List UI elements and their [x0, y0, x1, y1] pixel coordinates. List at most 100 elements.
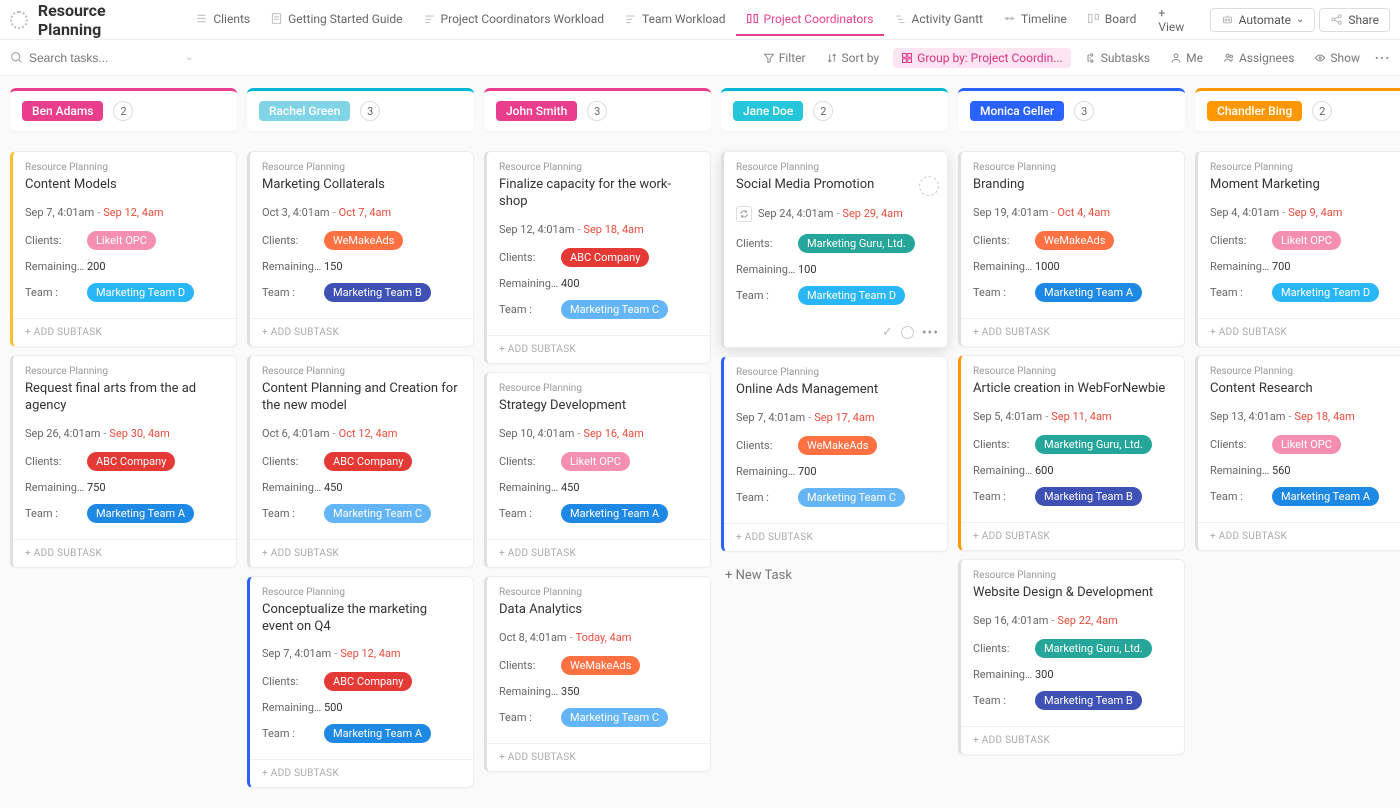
- add-subtask-button[interactable]: + ADD SUBTASK: [1198, 522, 1400, 550]
- assignee-placeholder[interactable]: [919, 176, 939, 196]
- tab-team-workload[interactable]: Team Workload: [614, 4, 735, 36]
- client-tag[interactable]: WeMakeAds: [324, 231, 403, 250]
- client-tag[interactable]: Marketing Guru, Ltd.: [1035, 435, 1152, 454]
- assignees-button[interactable]: Assignees: [1217, 48, 1300, 68]
- team-tag[interactable]: Marketing Team C: [324, 504, 431, 523]
- share-button[interactable]: Share: [1319, 8, 1390, 32]
- add-subtask-button[interactable]: + ADD SUBTASK: [961, 726, 1184, 754]
- task-card[interactable]: Resource Planning Moment Marketing Sep 4…: [1195, 151, 1400, 347]
- remaining-label: Remaining ...: [1210, 260, 1272, 273]
- tab-label: Project Coordinators Workload: [441, 12, 604, 26]
- tab-clients[interactable]: Clients: [185, 4, 260, 36]
- team-tag[interactable]: Marketing Team B: [1035, 487, 1142, 506]
- add-subtask-button[interactable]: + ADD SUBTASK: [250, 539, 473, 567]
- more-button[interactable]: ⋯: [1374, 48, 1390, 67]
- team-tag[interactable]: Marketing Team B: [324, 283, 431, 302]
- add-subtask-button[interactable]: + ADD SUBTASK: [250, 318, 473, 346]
- column-header[interactable]: Jane Doe 2: [721, 88, 948, 131]
- team-tag[interactable]: Marketing Team C: [561, 300, 668, 319]
- add-subtask-button[interactable]: + ADD SUBTASK: [13, 318, 236, 346]
- add-subtask-button[interactable]: + ADD SUBTASK: [487, 539, 710, 567]
- team-tag[interactable]: Marketing Team A: [561, 504, 668, 523]
- column-header[interactable]: Ben Adams 2: [10, 88, 237, 131]
- team-tag[interactable]: Marketing Team B: [1035, 691, 1142, 710]
- task-card[interactable]: Resource Planning Conceptualize the mark…: [247, 576, 474, 789]
- task-card[interactable]: Resource Planning Content Research Sep 1…: [1195, 355, 1400, 551]
- task-card[interactable]: Resource Planning Data Analytics Oct 8, …: [484, 576, 711, 772]
- clients-label: Clients:: [736, 439, 798, 452]
- client-tag[interactable]: LikeIt OPC: [1272, 435, 1341, 454]
- add-subtask-button[interactable]: + ADD SUBTASK: [961, 318, 1184, 346]
- tab-activity-gantt[interactable]: Activity Gantt: [884, 4, 993, 36]
- task-card[interactable]: Resource Planning Finalize capacity for …: [484, 151, 711, 364]
- column-header[interactable]: Rachel Green 3: [247, 88, 474, 131]
- client-tag[interactable]: LikeIt OPC: [561, 452, 630, 471]
- sortby-button[interactable]: Sort by: [820, 48, 886, 68]
- search-input[interactable]: [29, 51, 179, 65]
- team-tag[interactable]: Marketing Team A: [324, 724, 431, 743]
- task-card[interactable]: Resource Planning Marketing Collaterals …: [247, 151, 474, 347]
- groupby-button[interactable]: Group by: Project Coordin...: [893, 48, 1071, 68]
- add-subtask-button[interactable]: + ADD SUBTASK: [13, 539, 236, 567]
- remaining-label: Remaining ...: [499, 277, 561, 290]
- check-icon[interactable]: ✓: [882, 325, 893, 340]
- task-card[interactable]: Resource Planning Social Media Promotion…: [721, 151, 948, 348]
- more-icon[interactable]: •••: [922, 325, 939, 341]
- add-subtask-button[interactable]: + ADD SUBTASK: [1198, 318, 1400, 346]
- subtasks-button[interactable]: Subtasks: [1079, 48, 1156, 68]
- tab-project-coordinators[interactable]: Project Coordinators: [736, 4, 884, 36]
- client-tag[interactable]: Marketing Guru, Ltd.: [798, 234, 915, 253]
- add-subtask-button[interactable]: + ADD SUBTASK: [487, 743, 710, 771]
- client-tag[interactable]: ABC Company: [324, 452, 412, 471]
- team-tag[interactable]: Marketing Team D: [798, 286, 905, 305]
- tab-getting-started-guide[interactable]: Getting Started Guide: [260, 4, 412, 36]
- remaining-label: Remaining ...: [25, 260, 87, 273]
- column-header[interactable]: Chandler Bing 2: [1195, 88, 1400, 131]
- client-tag[interactable]: ABC Company: [561, 248, 649, 267]
- add-view-button[interactable]: + View: [1150, 2, 1201, 38]
- team-tag[interactable]: Marketing Team A: [87, 504, 194, 523]
- tab-icon: [1003, 12, 1016, 25]
- filter-button[interactable]: Filter: [757, 48, 812, 68]
- tab-project-coordinators-workload[interactable]: Project Coordinators Workload: [413, 4, 614, 36]
- column-header[interactable]: Monica Geller 3: [958, 88, 1185, 131]
- team-tag[interactable]: Marketing Team C: [798, 488, 905, 507]
- client-tag[interactable]: LikeIt OPC: [87, 231, 156, 250]
- task-card[interactable]: Resource Planning Website Design & Devel…: [958, 559, 1185, 755]
- remaining-label: Remaining ...: [736, 465, 798, 478]
- client-tag[interactable]: ABC Company: [87, 452, 175, 471]
- task-card[interactable]: Resource Planning Branding Sep 19, 4:01a…: [958, 151, 1185, 347]
- add-subtask-button[interactable]: + ADD SUBTASK: [961, 522, 1184, 550]
- add-subtask-button[interactable]: + ADD SUBTASK: [487, 335, 710, 363]
- client-tag[interactable]: WeMakeAds: [561, 656, 640, 675]
- task-card[interactable]: Resource Planning Article creation in We…: [958, 355, 1185, 551]
- add-subtask-button[interactable]: + ADD SUBTASK: [724, 523, 947, 551]
- task-card[interactable]: Resource Planning Content Models Sep 7, …: [10, 151, 237, 347]
- client-tag[interactable]: Marketing Guru, Ltd.: [1035, 639, 1152, 658]
- team-tag[interactable]: Marketing Team D: [87, 283, 194, 302]
- chevron-down-icon[interactable]: ⌄: [185, 52, 193, 63]
- task-card[interactable]: Resource Planning Strategy Development S…: [484, 372, 711, 568]
- column-header[interactable]: John Smith 3: [484, 88, 711, 131]
- tab-timeline[interactable]: Timeline: [993, 4, 1077, 36]
- client-tag[interactable]: WeMakeAds: [798, 436, 877, 455]
- client-tag[interactable]: LikeIt OPC: [1272, 231, 1341, 250]
- team-tag[interactable]: Marketing Team C: [561, 708, 668, 727]
- task-card[interactable]: Resource Planning Request final arts fro…: [10, 355, 237, 568]
- team-tag[interactable]: Marketing Team A: [1035, 283, 1142, 302]
- new-task-button[interactable]: + New Task: [721, 560, 948, 591]
- client-tag[interactable]: WeMakeAds: [1035, 231, 1114, 250]
- tab-board[interactable]: Board: [1077, 4, 1147, 36]
- task-card[interactable]: Resource Planning Content Planning and C…: [247, 355, 474, 568]
- client-tag[interactable]: ABC Company: [324, 672, 412, 691]
- team-tag[interactable]: Marketing Team A: [1272, 487, 1379, 506]
- automate-button[interactable]: Automate ⌄: [1210, 8, 1316, 32]
- status-circle[interactable]: [901, 326, 914, 339]
- task-card[interactable]: Resource Planning Online Ads Management …: [721, 356, 948, 552]
- me-button[interactable]: Me: [1164, 48, 1209, 68]
- team-tag[interactable]: Marketing Team D: [1272, 283, 1379, 302]
- add-subtask-button[interactable]: + ADD SUBTASK: [250, 759, 473, 787]
- clients-label: Clients:: [1210, 438, 1272, 451]
- sort-icon: [826, 52, 838, 64]
- show-button[interactable]: Show: [1308, 48, 1366, 68]
